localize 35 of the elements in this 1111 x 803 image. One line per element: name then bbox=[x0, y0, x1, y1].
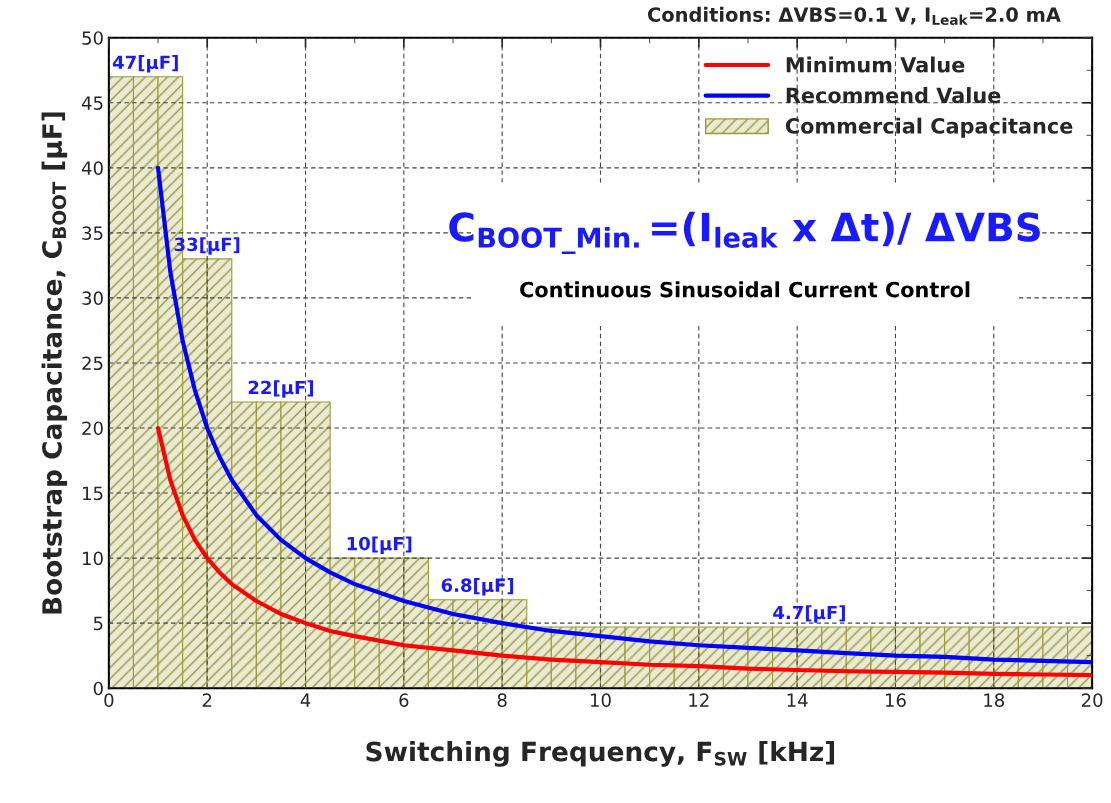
y-tick-label: 40 bbox=[81, 161, 103, 175]
x-axis-title: Switching Frequency, F$_{SW}$ [kHz] bbox=[366, 741, 835, 767]
x-tick-label: 14 bbox=[787, 693, 808, 707]
x-tick-label: 4 bbox=[300, 693, 311, 707]
x-tick-label: 16 bbox=[885, 693, 906, 708]
x-tick-label: 6 bbox=[399, 693, 409, 708]
x-tick-label: 20 bbox=[1081, 693, 1103, 708]
y-tick-label: 50 bbox=[82, 31, 103, 45]
y-tick-label: 25 bbox=[82, 356, 103, 371]
y-tick-label: 35 bbox=[82, 226, 103, 240]
y-tick-label: 20 bbox=[82, 421, 103, 436]
y-tick-label: 15 bbox=[83, 486, 103, 501]
y-tick-label: 5 bbox=[93, 616, 103, 631]
annotation: Continuous Sinusoidal Current Control bbox=[520, 281, 970, 298]
chart-title: Conditions: ΔVBS=0.1 V, I$_{Leak}$=2.0 mA bbox=[648, 6, 1061, 26]
legend-label: Commercial Capacitance bbox=[785, 117, 1073, 138]
x-tick-label: 8 bbox=[497, 693, 507, 708]
x-tick-label: 0 bbox=[104, 693, 114, 708]
y-tick-label: 10 bbox=[83, 551, 103, 566]
annotation: 47[μF] bbox=[112, 55, 178, 73]
x-tick-label: 2 bbox=[202, 693, 212, 707]
y-tick-label: 30 bbox=[82, 291, 103, 306]
annotation: 22[μF] bbox=[248, 380, 314, 398]
legend-label: Minimum Value bbox=[786, 56, 965, 73]
annotation: 6.8[μF] bbox=[441, 578, 514, 596]
annotation: 4.7[μF] bbox=[773, 605, 845, 623]
annotation: 10[μF] bbox=[347, 536, 412, 554]
y-tick-label: 0 bbox=[93, 681, 103, 696]
y-tick-label: 45 bbox=[81, 96, 103, 110]
x-tick-label: 10 bbox=[590, 693, 611, 708]
x-tick-label: 18 bbox=[984, 693, 1005, 708]
y-axis-title: Bootstrap Capacitance, C$_{BOOT}$ [μF] bbox=[41, 112, 68, 614]
legend-label: Recommend Value bbox=[786, 87, 1001, 104]
annotation: C$_{BOOT_Min.}$=(I$_{leak}$ x Δt)/ ΔVBS bbox=[449, 211, 1040, 254]
x-tick-label: 12 bbox=[689, 693, 709, 707]
